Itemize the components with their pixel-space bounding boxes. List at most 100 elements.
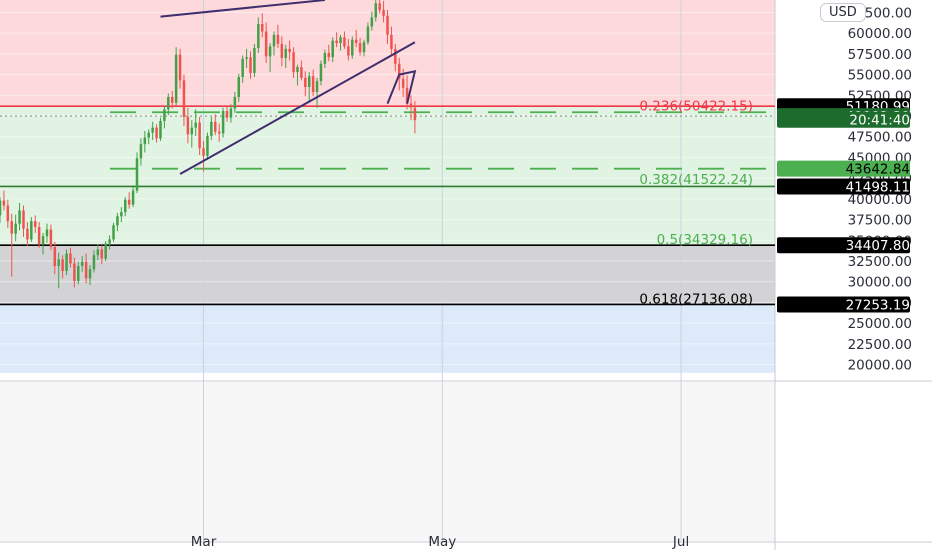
price-zone <box>0 106 775 246</box>
candle-body <box>88 269 92 279</box>
candle-body <box>331 40 334 58</box>
trendline[interactable] <box>160 0 326 18</box>
candle-body <box>49 229 53 247</box>
candle-body <box>143 137 147 145</box>
candle-body <box>73 263 76 281</box>
candle-body <box>413 107 417 121</box>
currency-button[interactable]: USD <box>820 3 866 22</box>
candle-body <box>268 46 272 57</box>
candle-body <box>198 122 201 149</box>
price-tag <box>777 178 910 195</box>
candle-body <box>186 116 190 135</box>
candle-body <box>390 34 393 49</box>
price-tick-label: 20000.00 <box>848 358 912 374</box>
candle-body <box>272 34 276 47</box>
candle-body <box>307 76 311 87</box>
candle-body <box>147 132 150 138</box>
price-tick-label: 25000.00 <box>848 316 912 332</box>
candle-body <box>18 210 21 224</box>
price-tag-label: 27253.19 <box>846 297 910 313</box>
candle-body <box>6 205 10 222</box>
candle-body <box>311 76 315 92</box>
price-tick-label: 55000.00 <box>848 68 912 84</box>
oscillator-background <box>0 382 775 541</box>
fib-level-label: 0.5(34329.16) <box>657 232 753 248</box>
price-tick-label: 30000.00 <box>848 275 912 291</box>
candle-body <box>276 34 280 44</box>
candle-body <box>397 63 401 79</box>
trendline[interactable] <box>179 41 416 175</box>
candle-body <box>370 17 374 27</box>
candle-body <box>221 111 225 134</box>
price-tag <box>777 296 910 313</box>
candle-body <box>241 58 244 78</box>
candle-body <box>237 77 241 97</box>
candle-body <box>304 77 307 87</box>
candle-body <box>362 42 366 53</box>
price-tag <box>777 111 910 128</box>
candle-body <box>374 3 378 18</box>
candle-body <box>233 96 237 109</box>
price-zone <box>0 245 775 305</box>
candle-body <box>386 15 389 35</box>
candle-body <box>284 48 287 58</box>
candle-body <box>77 265 80 281</box>
candle-body <box>249 57 252 73</box>
candle-body <box>394 48 397 64</box>
candle-body <box>30 221 33 240</box>
candle-body <box>116 216 119 226</box>
candle-body <box>292 52 295 73</box>
trendline[interactable] <box>386 69 417 104</box>
candle-body <box>151 127 154 133</box>
candle-body <box>339 37 342 44</box>
candle-body <box>0 200 2 216</box>
candle-body <box>33 221 37 228</box>
fib-level-label: 0.236(50422.15) <box>639 99 753 115</box>
candle-body <box>206 135 209 156</box>
candle-body <box>182 80 186 117</box>
price-tick-label: 32500.00 <box>848 254 912 270</box>
candle-body <box>108 239 111 244</box>
candle-body <box>2 200 6 206</box>
time-tick-label: May <box>428 534 456 550</box>
candle-body <box>131 190 135 205</box>
candle-body <box>84 261 88 279</box>
candle-body <box>214 121 217 132</box>
price-tag-label: 43642.84 <box>846 162 910 178</box>
time-tick-label: Mar <box>191 534 217 550</box>
candle-body <box>22 210 25 229</box>
candle-body <box>229 108 233 118</box>
candle-body <box>112 225 115 240</box>
time-tick-label: Jul <box>672 534 689 550</box>
price-tag-label: 41498.11 <box>846 179 910 195</box>
candle-body <box>343 37 346 47</box>
candle-body <box>245 57 248 59</box>
candle-body <box>354 39 358 44</box>
candle-body <box>53 246 57 266</box>
price-tick-label: 37500.00 <box>848 213 912 229</box>
candle-body <box>327 53 331 58</box>
candle-body <box>351 39 354 56</box>
price-tag <box>777 160 910 177</box>
candle-body <box>127 199 131 205</box>
candle-body <box>104 243 107 259</box>
candle-body <box>253 48 256 73</box>
candle-body <box>61 259 64 271</box>
candle-body <box>264 31 268 57</box>
candle-body <box>401 78 405 88</box>
candle-body <box>14 223 17 234</box>
candle-body <box>257 24 260 49</box>
candle-body <box>100 249 104 259</box>
candle-body <box>315 81 319 92</box>
candle-body <box>347 46 350 56</box>
candle-body <box>155 127 158 139</box>
candle-body <box>225 111 229 118</box>
candle-body <box>366 26 370 43</box>
candle-body <box>335 40 338 44</box>
candle-body <box>65 253 68 271</box>
candle-body <box>280 43 284 58</box>
price-tag-label: 20:41:40 <box>849 113 910 129</box>
price-zone <box>0 304 775 373</box>
